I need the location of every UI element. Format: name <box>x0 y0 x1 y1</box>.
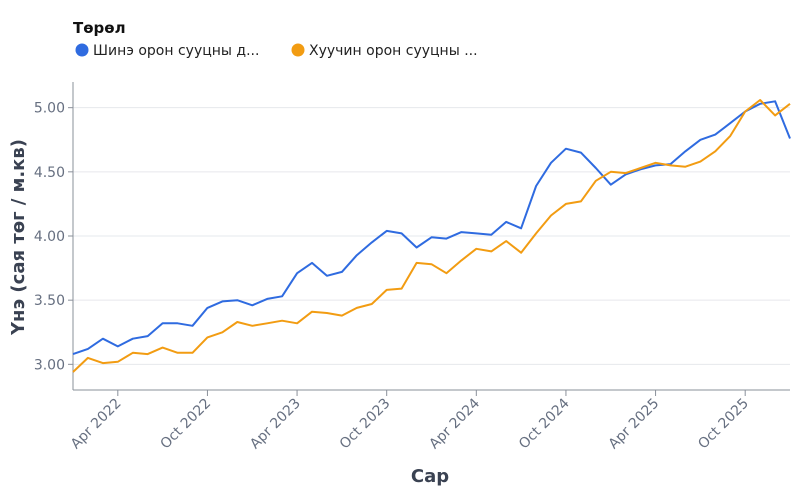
legend-items[interactable]: Шинэ орон сууцны д... Хуучин орон сууцны … <box>75 43 478 59</box>
x-axis-ticks: Apr 2022 Oct 2022 Apr 2023 Oct 2023 Apr 2024… <box>68 390 752 452</box>
x-axis-title: Сар <box>411 466 449 487</box>
y-tick-label: 5.00 <box>34 101 65 117</box>
y-axis-title: Үнэ (сая төг / м.кв) <box>8 139 29 336</box>
gridlines <box>73 107 790 365</box>
legend-label: Шинэ орон сууцны д... <box>93 43 259 59</box>
legend-item-0[interactable]: Шинэ орон сууцны д... <box>75 43 260 59</box>
legend-marker <box>75 43 89 57</box>
y-tick-label: 4.00 <box>34 229 65 245</box>
x-tick-label: Apr 2022 <box>68 396 125 453</box>
series-lines <box>72 99 791 373</box>
legend-label: Хуучин орон сууцны ... <box>309 43 478 59</box>
x-tick-label: Apr 2025 <box>606 396 663 453</box>
legend: Төрөл Шинэ орон сууцны д... Хуучин орон с… <box>73 19 478 59</box>
x-tick-label: Oct 2025 <box>695 396 752 453</box>
series-line-1[interactable] <box>72 99 791 373</box>
series-line-0[interactable] <box>72 100 791 356</box>
y-tick-label: 3.00 <box>34 357 65 373</box>
y-tick-label: 4.50 <box>34 165 65 181</box>
legend-marker <box>291 43 305 57</box>
x-tick-label: Oct 2023 <box>337 396 394 453</box>
legend-item-1[interactable]: Хуучин орон сууцны ... <box>291 43 478 59</box>
x-tick-label: Apr 2024 <box>426 395 483 452</box>
x-tick-label: Oct 2024 <box>516 395 573 452</box>
y-tick-label: 3.50 <box>34 293 65 309</box>
y-axis-ticks: 3.00 3.50 4.00 4.50 5.00 <box>34 101 73 373</box>
x-tick-label: Apr 2023 <box>247 396 304 453</box>
legend-title: Төрөл <box>73 19 126 37</box>
x-tick-label: Oct 2022 <box>157 396 214 453</box>
